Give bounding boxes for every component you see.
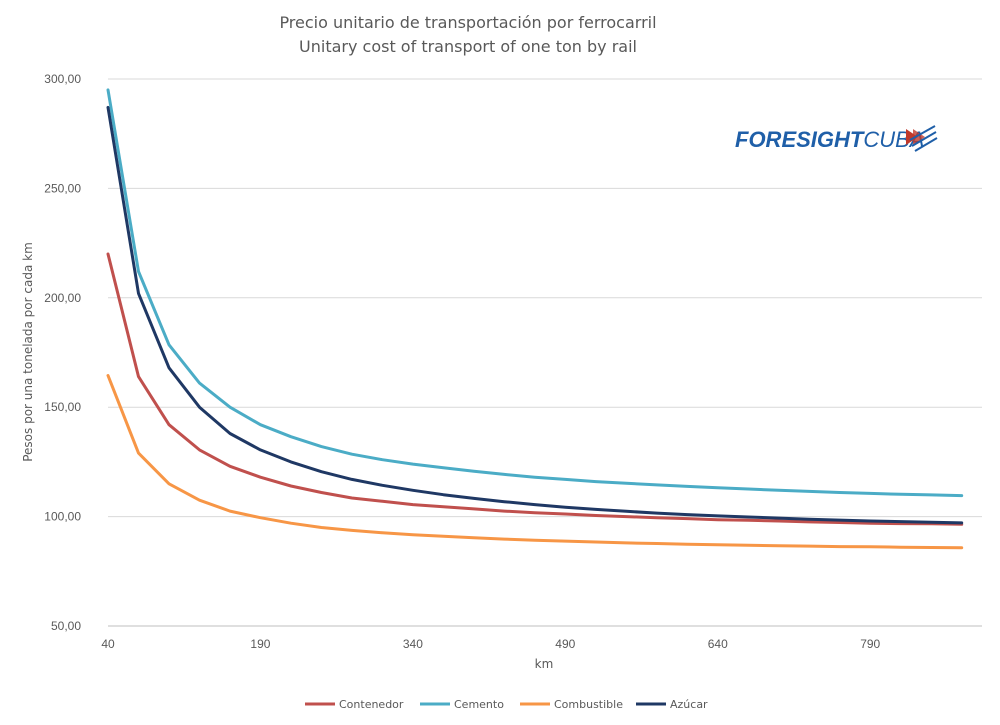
y-tick-label: 300,00	[44, 72, 81, 86]
legend-label: Cemento	[454, 698, 504, 711]
svg-text:FORESIGHTCUBA: FORESIGHTCUBA	[735, 127, 924, 152]
legend: Contenedor Cemento Combustible Azúcar	[305, 698, 708, 711]
legend-label: Contenedor	[339, 698, 404, 711]
y-tick-label: 250,00	[44, 181, 81, 195]
logo-arrows-icon	[906, 125, 938, 152]
series-lines	[106, 88, 964, 550]
x-tick-label: 40	[101, 637, 115, 651]
legend-label: Azúcar	[670, 698, 708, 711]
chart-title: Precio unitario de transportación por fe…	[279, 13, 656, 32]
y-tick-label: 150,00	[44, 400, 81, 414]
x-tick-label: 340	[403, 637, 423, 651]
x-tick-label: 790	[860, 637, 880, 651]
series-line-combustible	[106, 374, 964, 550]
foresight-cuba-logo: FORESIGHTCUBA	[735, 125, 938, 152]
chart-subtitle: Unitary cost of transport of one ton by …	[299, 37, 637, 56]
x-axis-ticks: 40 190 340 490 640 790	[101, 637, 880, 651]
series-line-contenedor	[106, 252, 964, 526]
y-tick-label: 100,00	[44, 510, 81, 524]
x-tick-label: 490	[555, 637, 575, 651]
series-line-azúcar	[106, 105, 964, 525]
series-line-cemento	[106, 88, 964, 498]
y-tick-label: 200,00	[44, 291, 81, 305]
x-axis-title: km	[535, 657, 554, 671]
x-tick-label: 640	[708, 637, 728, 651]
x-tick-label: 190	[250, 637, 270, 651]
y-axis-title: Pesos por una tonelada por cada km	[21, 242, 35, 462]
y-tick-label: 50,00	[51, 619, 81, 633]
legend-label: Combustible	[554, 698, 623, 711]
logo-text-foresight: FORESIGHT	[735, 127, 865, 152]
y-axis-ticks: 300,00 250,00 200,00 150,00 100,00 50,00	[44, 72, 81, 633]
